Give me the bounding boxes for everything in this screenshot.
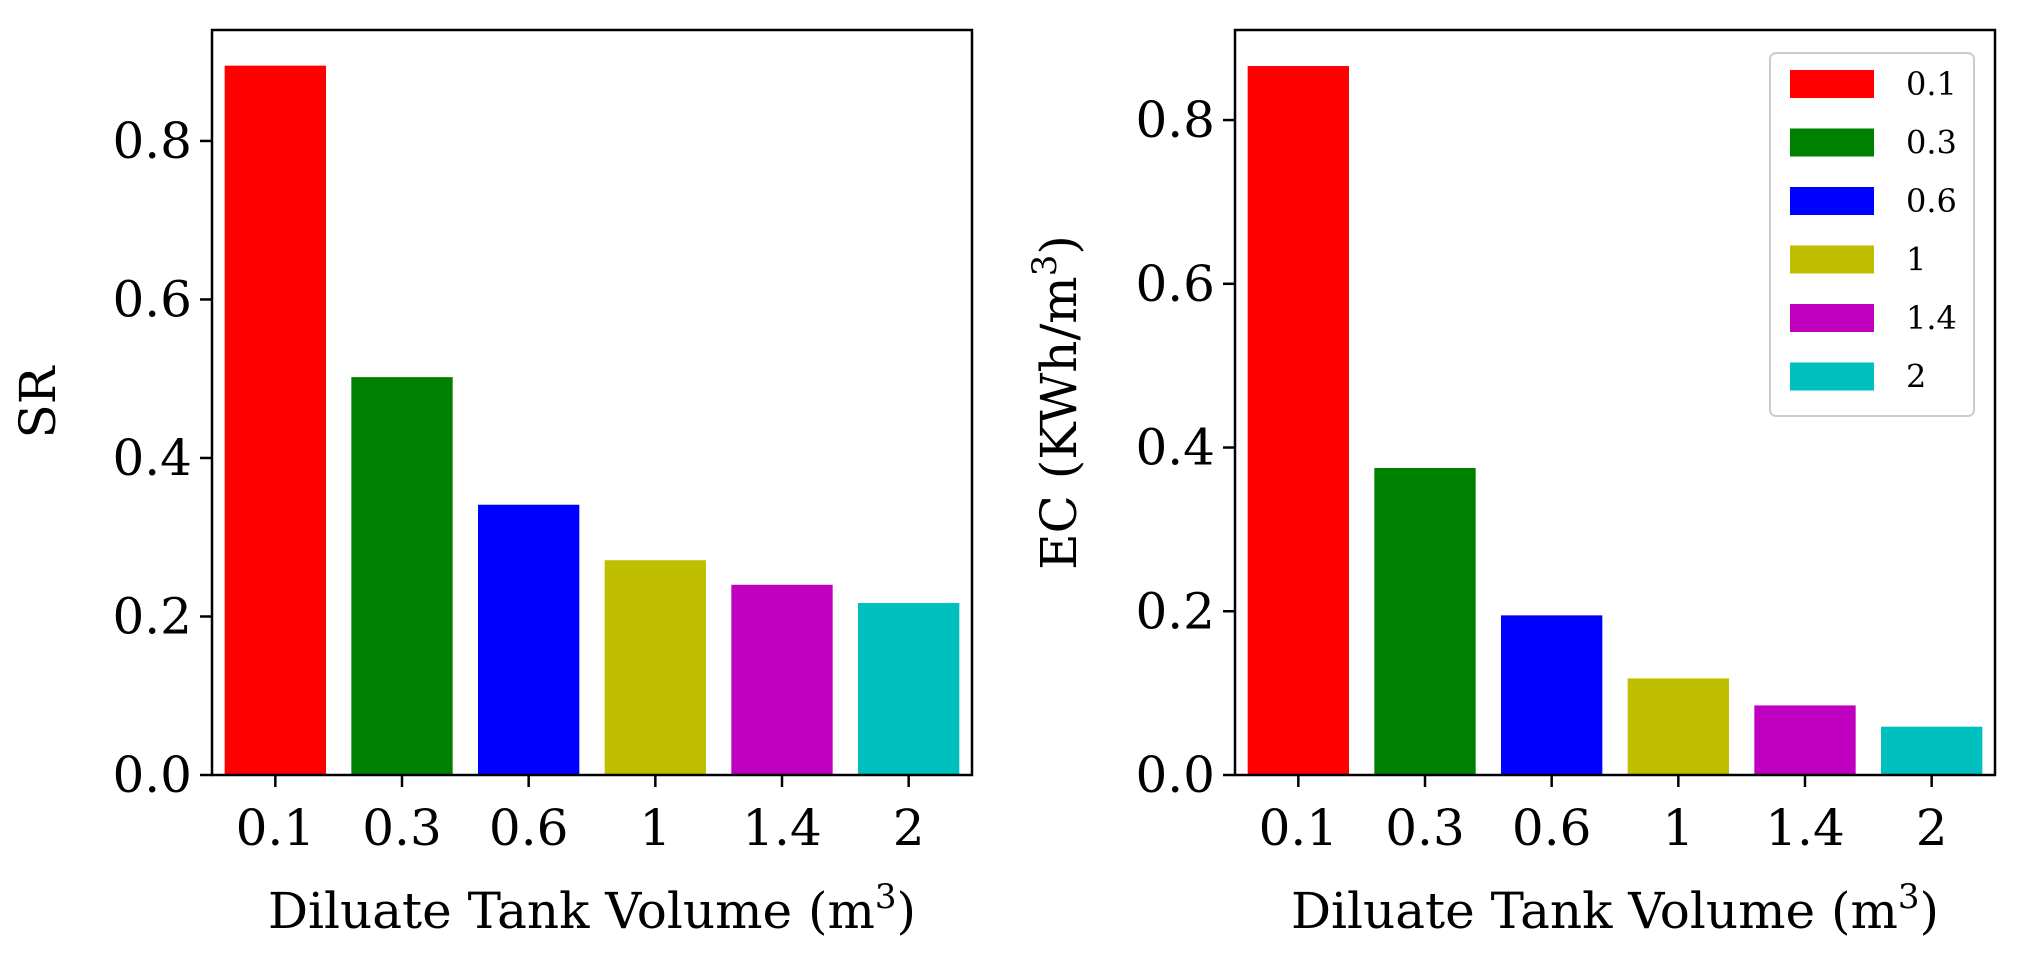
legend-swatch: [1790, 362, 1874, 391]
x-tick-label: 0.1: [1259, 799, 1339, 857]
bar-0.3: [1374, 467, 1476, 775]
y-tick-label: 0.2: [1135, 582, 1215, 640]
bar-0.6: [1501, 615, 1603, 775]
bar-1: [604, 560, 706, 775]
x-axis-label: Diluate Tank Volume (m3): [1291, 877, 1939, 940]
legend: 0.1 0.3 0.6 1 1.4 2: [1769, 52, 1975, 417]
legend-swatch: [1790, 187, 1874, 215]
y-tick-label: 0.6: [1135, 255, 1215, 313]
y-tick-label: 0.8: [112, 112, 192, 170]
y-axis-label: EC (KWh/m3): [1025, 235, 1088, 570]
bar-0.6: [478, 504, 580, 775]
bar-2: [1881, 726, 1983, 775]
x-tick-label: 0.6: [489, 799, 569, 857]
plot-frame: [210, 28, 974, 777]
bar-1.4: [1754, 705, 1856, 775]
legend-swatch: [1790, 128, 1874, 157]
legend-label: 0.3: [1906, 124, 1957, 162]
legend-swatch: [1790, 70, 1874, 98]
y-tick-label: 0.2: [112, 587, 192, 645]
ec-bar-chart: 0.1 0.3 0.6 1 1.4 2 0.0 0.2 0.4 0.6 0.8 Diluate Tan…: [1025, 28, 1997, 940]
y-axis-label: SR: [9, 365, 67, 438]
bar-1.4: [731, 584, 833, 775]
legend-swatch: [1790, 304, 1874, 332]
x-tick-label: 0.3: [1385, 799, 1465, 857]
legend-swatch: [1790, 245, 1874, 274]
bar-0.1: [224, 65, 326, 775]
x-tick-label: 1: [639, 799, 671, 857]
y-tick-label: 0.0: [112, 746, 192, 804]
x-tick-label: 1.4: [742, 799, 822, 857]
bar-0.3: [351, 377, 453, 775]
x-tick-label: 0.1: [236, 799, 316, 857]
x-tick-label: 0.3: [362, 799, 442, 857]
x-tick-label: 1.4: [1765, 799, 1845, 857]
x-tick-label: 2: [1916, 799, 1948, 857]
legend-label: 0.1: [1906, 65, 1957, 103]
x-tick-label: 0.6: [1512, 799, 1592, 857]
legend-label: 2: [1906, 358, 1926, 396]
legend-label: 1: [1906, 241, 1926, 279]
bar-1: [1627, 678, 1729, 775]
bar-2: [858, 603, 960, 775]
y-tick-label: 0.0: [1135, 746, 1215, 804]
x-tick-label: 2: [893, 799, 925, 857]
y-tick-label: 0.4: [1135, 419, 1215, 477]
y-tick-label: 0.4: [112, 429, 192, 487]
legend-box: [1769, 52, 1975, 417]
legend-label: 1.4: [1906, 299, 1957, 337]
x-tick-label: 1: [1662, 799, 1694, 857]
sr-bar-chart: 0.1 0.3 0.6 1 1.4 2 0.0 0.2 0.4 0.6 0.8 Diluate Tan…: [9, 28, 974, 940]
plot-frame: [1233, 28, 1997, 777]
bar-0.1: [1247, 66, 1349, 776]
y-tick-label: 0.8: [1135, 91, 1215, 149]
y-tick-label: 0.6: [112, 270, 192, 328]
x-axis-label: Diluate Tank Volume (m3): [268, 877, 916, 940]
legend-label: 0.6: [1906, 182, 1957, 220]
